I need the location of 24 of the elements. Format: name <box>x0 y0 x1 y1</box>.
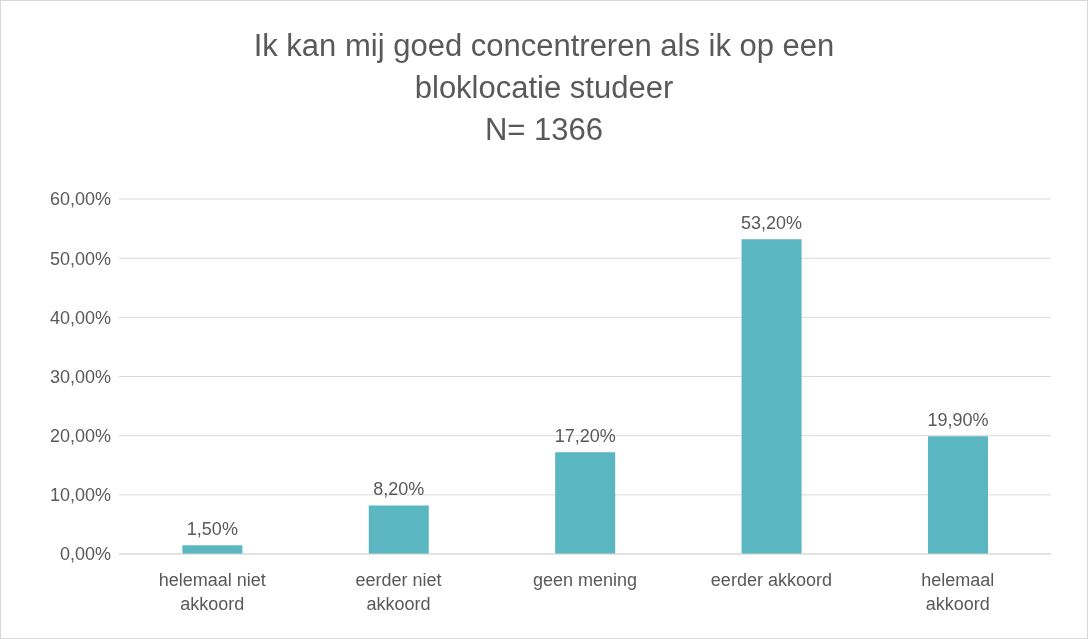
data-label: 53,20% <box>741 213 803 234</box>
chart-subtitle: N= 1366 <box>483 111 605 149</box>
data-label: 17,20% <box>554 426 616 447</box>
bar <box>927 436 988 554</box>
y-tick-label: 0,00% <box>59 544 111 565</box>
y-tick-label: 30,00% <box>49 366 111 387</box>
y-tick-label: 60,00% <box>49 189 111 210</box>
y-tick-label: 40,00% <box>49 307 111 328</box>
x-tick-label: geen mening <box>532 570 638 590</box>
bar <box>741 239 802 554</box>
y-tick-label: 50,00% <box>49 248 111 269</box>
x-tick-label: helemaal niet akkoord <box>158 570 266 614</box>
x-tick-label: helemaal akkoord <box>921 570 995 614</box>
y-tick-label: 10,00% <box>49 485 111 506</box>
y-tick-label: 20,00% <box>49 426 111 447</box>
x-tick-label: eerder niet akkoord <box>355 570 442 614</box>
data-label: 8,20% <box>373 479 425 500</box>
data-label: 19,90% <box>927 410 989 431</box>
bar <box>182 545 243 554</box>
data-label: 1,50% <box>186 519 238 540</box>
bar <box>368 505 429 554</box>
chart-title: Ik kan mij goed concentreren als ik op een bloklocatie studeer <box>252 27 836 107</box>
bar <box>555 452 616 554</box>
x-tick-label: eerder akkoord <box>710 570 832 590</box>
